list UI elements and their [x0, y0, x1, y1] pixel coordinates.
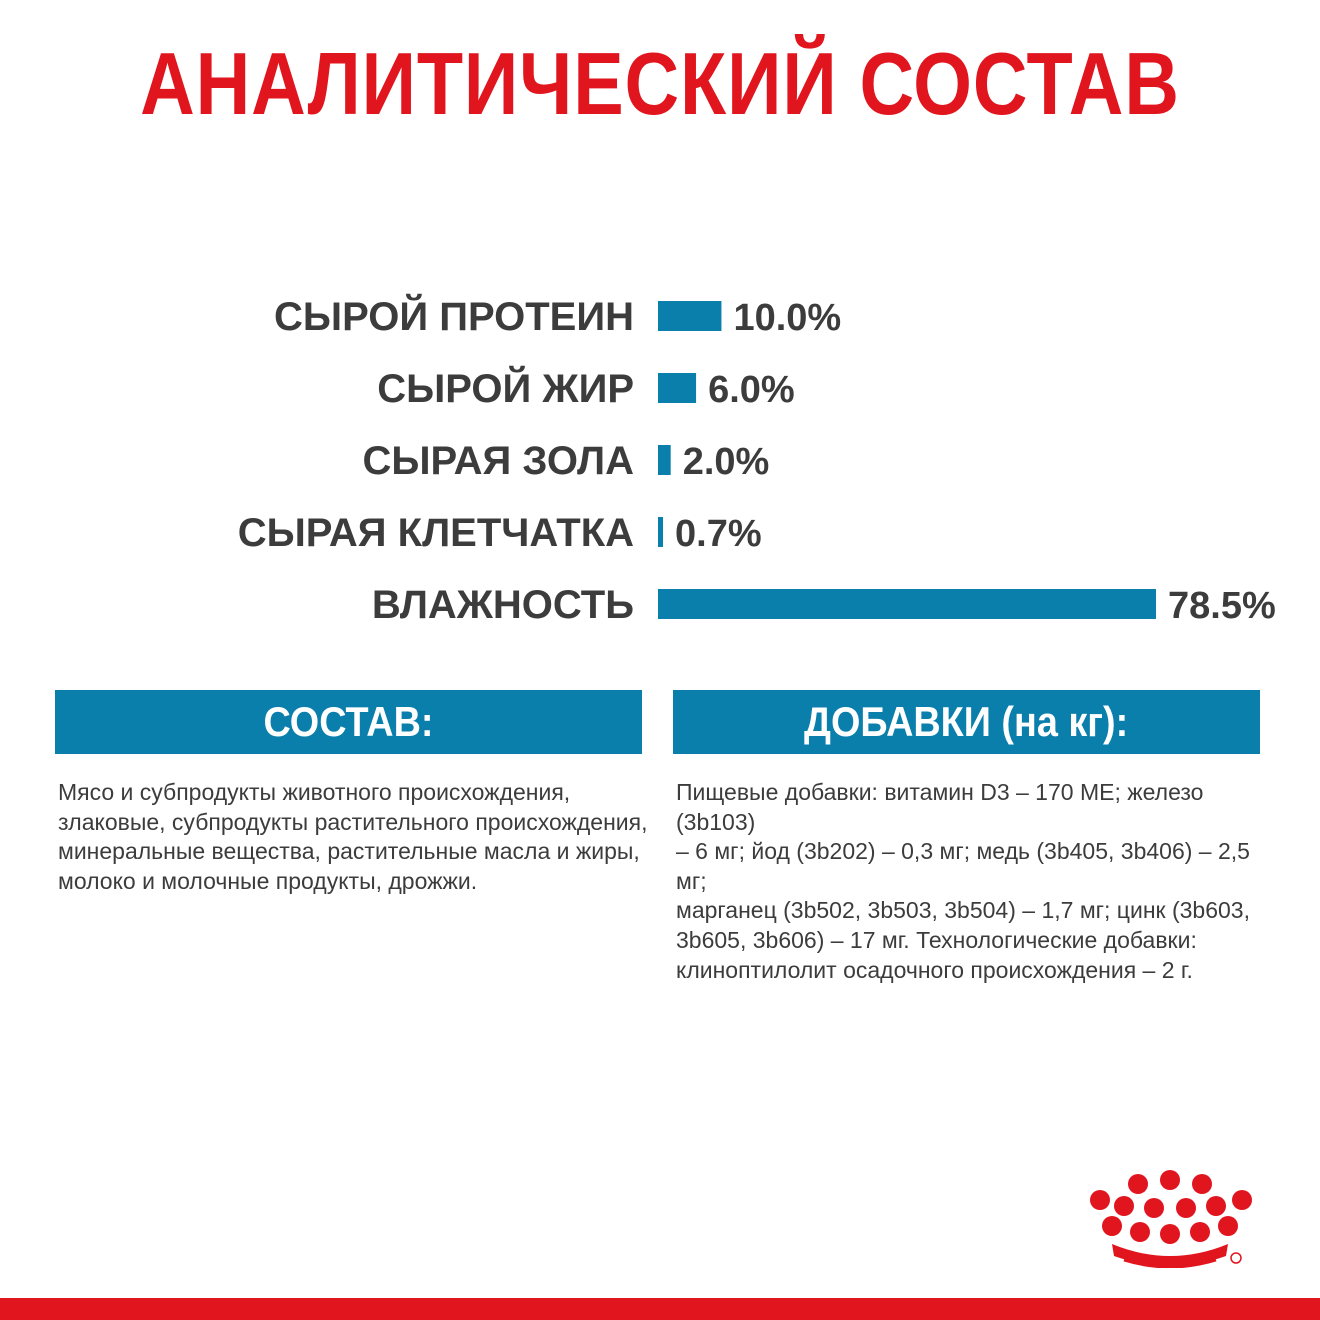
composition-line: минеральные вещества, растительные масла…	[58, 838, 640, 865]
royal-canin-crown-icon	[1090, 1170, 1252, 1268]
additives-line: 3b605, 3b606) – 17 мг. Технологические д…	[676, 926, 1197, 953]
bar	[658, 517, 663, 547]
composition-line: злаковые, субпродукты растительного прои…	[58, 808, 648, 835]
composition-text: Мясо и субпродукты животного происхожден…	[58, 778, 658, 896]
category-label: СЫРОЙ ЖИР	[377, 365, 634, 411]
additives-line: – 6 мг; йод (3b202) – 0,3 мг; медь (3b40…	[676, 838, 1250, 894]
additives-text: Пищевые добавки: витамин D3 – 170 МЕ; же…	[676, 778, 1276, 985]
bar	[658, 589, 1156, 619]
additives-line: Пищевые добавки: витамин D3 – 170 МЕ; же…	[676, 779, 1204, 835]
bar	[658, 373, 697, 403]
composition-line: Мясо и субпродукты животного происхожден…	[58, 779, 571, 805]
bar	[658, 301, 722, 331]
composition-heading: СОСТАВ:	[263, 698, 434, 745]
category-label: СЫРАЯ ЗОЛА	[362, 439, 634, 483]
bar	[658, 445, 671, 475]
category-label: ВЛАЖНОСТЬ	[372, 583, 634, 627]
page-title: АНАЛИТИЧЕСКИЙ СОСТАВ	[140, 34, 1180, 133]
value-label: 0.7%	[675, 513, 762, 555]
composition-header: СОСТАВ:	[55, 690, 642, 754]
value-label: 2.0%	[683, 441, 770, 483]
additives-line: клиноптилолит осадочного происхождения –…	[676, 956, 1193, 983]
footer-red-bar	[0, 1298, 1320, 1320]
additives-line: марганец (3b502, 3b503, 3b504) – 1,7 мг;…	[676, 897, 1250, 924]
value-label: 6.0%	[708, 369, 795, 411]
category-label: СЫРОЙ ПРОТЕИН	[274, 293, 634, 339]
value-label: 78.5%	[1168, 585, 1276, 627]
additives-header: ДОБАВКИ (на кг):	[673, 690, 1260, 754]
composition-line: молоко и молочные продукты, дрожжи.	[58, 867, 478, 894]
category-label: СЫРАЯ КЛЕТЧАТКА	[238, 511, 634, 555]
value-label: 10.0%	[733, 297, 841, 339]
additives-heading: ДОБАВКИ (на кг):	[804, 698, 1129, 745]
nutrient-bar-chart: СЫРОЙ ПРОТЕИН 10.0% СЫРОЙ ЖИР 6.0% СЫРАЯ ЗОЛ…	[238, 293, 1276, 627]
